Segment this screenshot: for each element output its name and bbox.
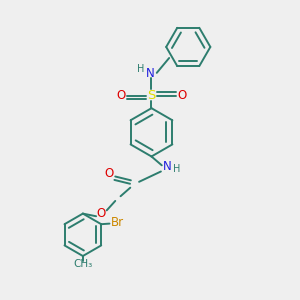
Text: N: N (162, 160, 171, 173)
Text: O: O (116, 89, 125, 102)
Text: O: O (178, 89, 187, 102)
Text: Br: Br (111, 216, 124, 229)
Text: H: H (173, 164, 180, 174)
Text: O: O (97, 207, 106, 220)
Text: N: N (146, 67, 154, 80)
Text: O: O (104, 167, 113, 180)
Text: H: H (136, 64, 144, 74)
Text: S: S (147, 89, 156, 102)
Text: CH₃: CH₃ (73, 259, 92, 269)
